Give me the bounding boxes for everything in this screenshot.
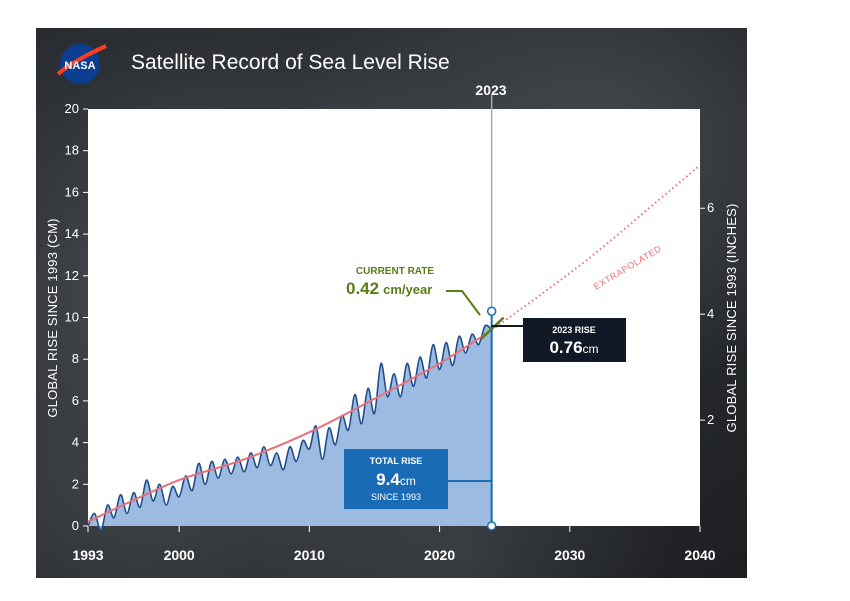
chart-frame: NASA Satellite Record of Sea Level Rise … (36, 28, 747, 578)
y-tick-label-left: 4 (72, 435, 79, 450)
current-rate-unit: cm/year (383, 282, 432, 297)
total-rise-value-line: 9.4cm (376, 470, 416, 489)
rise-2023-value-line: 0.76cm (549, 338, 598, 357)
total-rise-unit: cm (400, 474, 416, 488)
y-tick-label-left: 12 (65, 268, 79, 283)
y-tick-label-left: 2 (72, 476, 79, 491)
x-tick-label: 2030 (554, 547, 585, 563)
y-tick-label-right: 6 (707, 200, 714, 215)
current-rate-leader (446, 290, 481, 316)
y-tick-label-left: 0 (72, 518, 79, 533)
y-axis-label-left: GLOBAL RISE SINCE 1993 (CM) (45, 218, 60, 417)
y-tick-label-left: 6 (72, 393, 79, 408)
year-marker-bottom-circle (486, 521, 497, 531)
x-tick-label: 2000 (164, 547, 195, 563)
y-axis-label-right: GLOBAL RISE SINCE 1993 (INCHES) (724, 204, 739, 433)
rise-2023-box (523, 318, 626, 362)
y-tick-label-left: 10 (65, 310, 79, 325)
sea-level-chart: NASA Satellite Record of Sea Level Rise … (45, 44, 739, 563)
current-rate-tangent (480, 316, 505, 340)
y-tick-label-right: 4 (707, 306, 714, 321)
x-tick-label: 2010 (294, 547, 325, 563)
nasa-logo: NASA (56, 44, 107, 84)
rise-2023-value: 0.76 (549, 338, 582, 357)
series-line-trend (87, 329, 493, 523)
series-line-satellite (87, 324, 493, 532)
y-tick-label-left: 20 (65, 101, 79, 116)
chart-title: Satellite Record of Sea Level Rise (131, 51, 450, 74)
rise-2023-unit: cm (583, 342, 599, 356)
current-rate-title: CURRENT RATE (356, 266, 434, 277)
total-rise-title: TOTAL RISE (370, 456, 423, 466)
x-tick-label: 2040 (684, 547, 715, 563)
x-tick-label: 1993 (72, 547, 103, 563)
x-tick-label: 2020 (424, 547, 455, 563)
y-tick-label-right: 2 (707, 412, 714, 427)
rise-2023-title: 2023 RISE (552, 325, 596, 335)
y-tick-label-left: 14 (65, 226, 79, 241)
year-marker-top-circle (486, 306, 497, 316)
nasa-logo-swoosh (56, 44, 107, 76)
total-rise-sub: SINCE 1993 (371, 492, 421, 502)
y-tick-label-left: 16 (65, 184, 79, 199)
chart-labels: 0 2 4 6 8 10 12 14 16 18 20 2 4 6 1993 2000 2010 2020 2030… (65, 101, 716, 563)
y-tick-label-left: 8 (72, 351, 79, 366)
nasa-logo-text: NASA (64, 60, 95, 72)
total-rise-value: 9.4 (376, 470, 400, 489)
y-tick-label-left: 18 (65, 143, 79, 158)
current-rate-value-line: 0.42 cm/year (346, 279, 432, 298)
total-rise-box (344, 449, 448, 509)
year-marker-label: 2023 (475, 82, 506, 98)
current-rate-value: 0.42 (346, 279, 379, 298)
